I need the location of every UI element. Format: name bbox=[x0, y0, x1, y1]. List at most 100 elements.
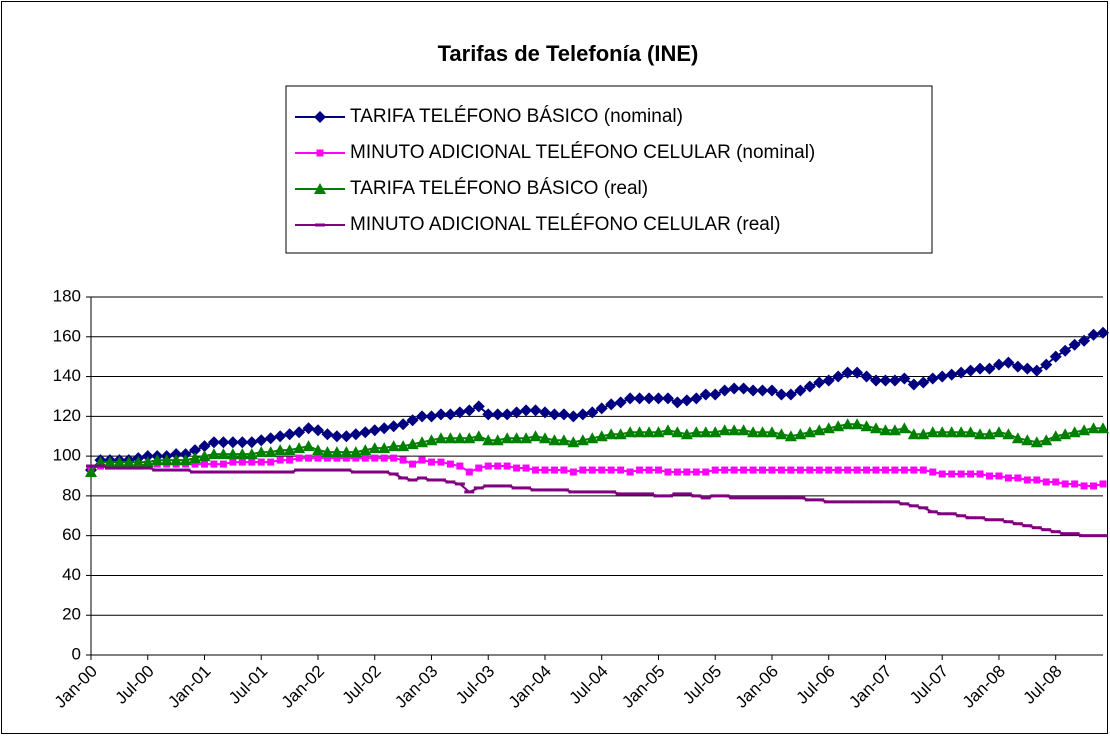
data-point bbox=[900, 466, 908, 474]
data-point bbox=[510, 406, 523, 419]
data-point bbox=[814, 498, 825, 502]
data-point bbox=[643, 426, 656, 438]
data-point bbox=[595, 402, 608, 415]
y-tick-label: 20 bbox=[62, 605, 81, 624]
data-point bbox=[860, 420, 873, 432]
data-point bbox=[541, 466, 549, 474]
data-point bbox=[937, 512, 948, 516]
data-point bbox=[756, 384, 769, 397]
data-point bbox=[425, 434, 438, 446]
data-point bbox=[945, 426, 958, 438]
data-point bbox=[936, 370, 949, 383]
data-point bbox=[595, 430, 608, 442]
data-point bbox=[1069, 532, 1080, 536]
data-point bbox=[368, 442, 381, 454]
data-point bbox=[532, 466, 540, 474]
data-point bbox=[245, 436, 258, 449]
data-point bbox=[718, 424, 731, 436]
data-point bbox=[775, 388, 788, 401]
data-point bbox=[803, 426, 816, 438]
data-point bbox=[483, 484, 494, 488]
data-point bbox=[832, 370, 845, 383]
data-point bbox=[180, 468, 191, 472]
data-point bbox=[503, 462, 511, 470]
data-point bbox=[189, 452, 202, 464]
data-point bbox=[586, 432, 599, 444]
data-point bbox=[286, 456, 294, 464]
data-point bbox=[709, 388, 722, 401]
data-point bbox=[207, 436, 220, 449]
data-point bbox=[794, 428, 807, 440]
data-point bbox=[482, 434, 495, 446]
data-point bbox=[796, 466, 804, 474]
data-point bbox=[710, 494, 721, 498]
data-point bbox=[456, 462, 464, 470]
y-tick-label: 40 bbox=[62, 565, 81, 584]
data-point bbox=[813, 376, 826, 389]
data-point bbox=[738, 496, 749, 500]
data-point bbox=[521, 486, 532, 490]
data-point bbox=[1011, 360, 1024, 373]
data-point bbox=[813, 424, 826, 436]
data-point bbox=[217, 448, 230, 460]
data-point bbox=[294, 468, 305, 472]
data-point bbox=[879, 374, 892, 387]
y-tick-label: 120 bbox=[53, 406, 81, 425]
data-point bbox=[371, 454, 379, 462]
data-point bbox=[834, 466, 842, 474]
data-point bbox=[312, 468, 323, 472]
data-point bbox=[378, 422, 391, 435]
data-point bbox=[1012, 522, 1023, 526]
data-point bbox=[844, 466, 852, 474]
data-point bbox=[369, 470, 380, 474]
data-point bbox=[907, 378, 920, 391]
data-point bbox=[579, 466, 587, 474]
data-point bbox=[520, 432, 533, 444]
data-point bbox=[314, 454, 322, 462]
data-point bbox=[303, 468, 314, 472]
data-point bbox=[626, 468, 634, 476]
legend-marker bbox=[314, 183, 326, 194]
data-point bbox=[586, 406, 599, 419]
data-point bbox=[974, 428, 987, 440]
data-point bbox=[662, 494, 673, 498]
legend-label: TARIFA TELÉFONO BÁSICO (nominal) bbox=[350, 106, 683, 127]
data-point bbox=[190, 470, 201, 474]
data-point bbox=[784, 388, 797, 401]
data-point bbox=[1068, 426, 1081, 438]
data-point bbox=[870, 422, 883, 434]
data-point bbox=[398, 476, 409, 480]
data-point bbox=[491, 434, 504, 446]
data-point bbox=[804, 498, 815, 502]
data-point bbox=[321, 428, 334, 441]
data-point bbox=[311, 424, 324, 437]
data-point bbox=[321, 446, 334, 458]
data-point bbox=[333, 454, 341, 462]
data-point bbox=[956, 514, 967, 518]
data-point bbox=[359, 444, 372, 456]
data-point bbox=[888, 424, 901, 436]
data-point bbox=[938, 470, 946, 478]
data-point bbox=[557, 434, 570, 446]
data-point bbox=[577, 490, 588, 494]
data-point bbox=[305, 454, 313, 462]
data-point bbox=[1021, 362, 1034, 375]
data-point bbox=[825, 466, 833, 474]
data-point bbox=[283, 428, 296, 441]
data-point bbox=[539, 488, 550, 492]
data-point bbox=[236, 436, 249, 449]
data-point bbox=[330, 430, 343, 443]
data-point bbox=[85, 466, 97, 478]
legend-label: MINUTO ADICIONAL TELÉFONO CELULAR (nomin… bbox=[350, 142, 815, 163]
data-point bbox=[888, 374, 901, 387]
data-point bbox=[397, 440, 410, 452]
data-point bbox=[207, 448, 220, 460]
data-point bbox=[133, 466, 144, 470]
data-point bbox=[784, 430, 797, 442]
data-point bbox=[132, 456, 145, 468]
data-point bbox=[851, 418, 864, 430]
data-point bbox=[238, 458, 246, 466]
data-point bbox=[123, 466, 134, 470]
data-point bbox=[633, 426, 646, 438]
data-point bbox=[463, 404, 476, 417]
